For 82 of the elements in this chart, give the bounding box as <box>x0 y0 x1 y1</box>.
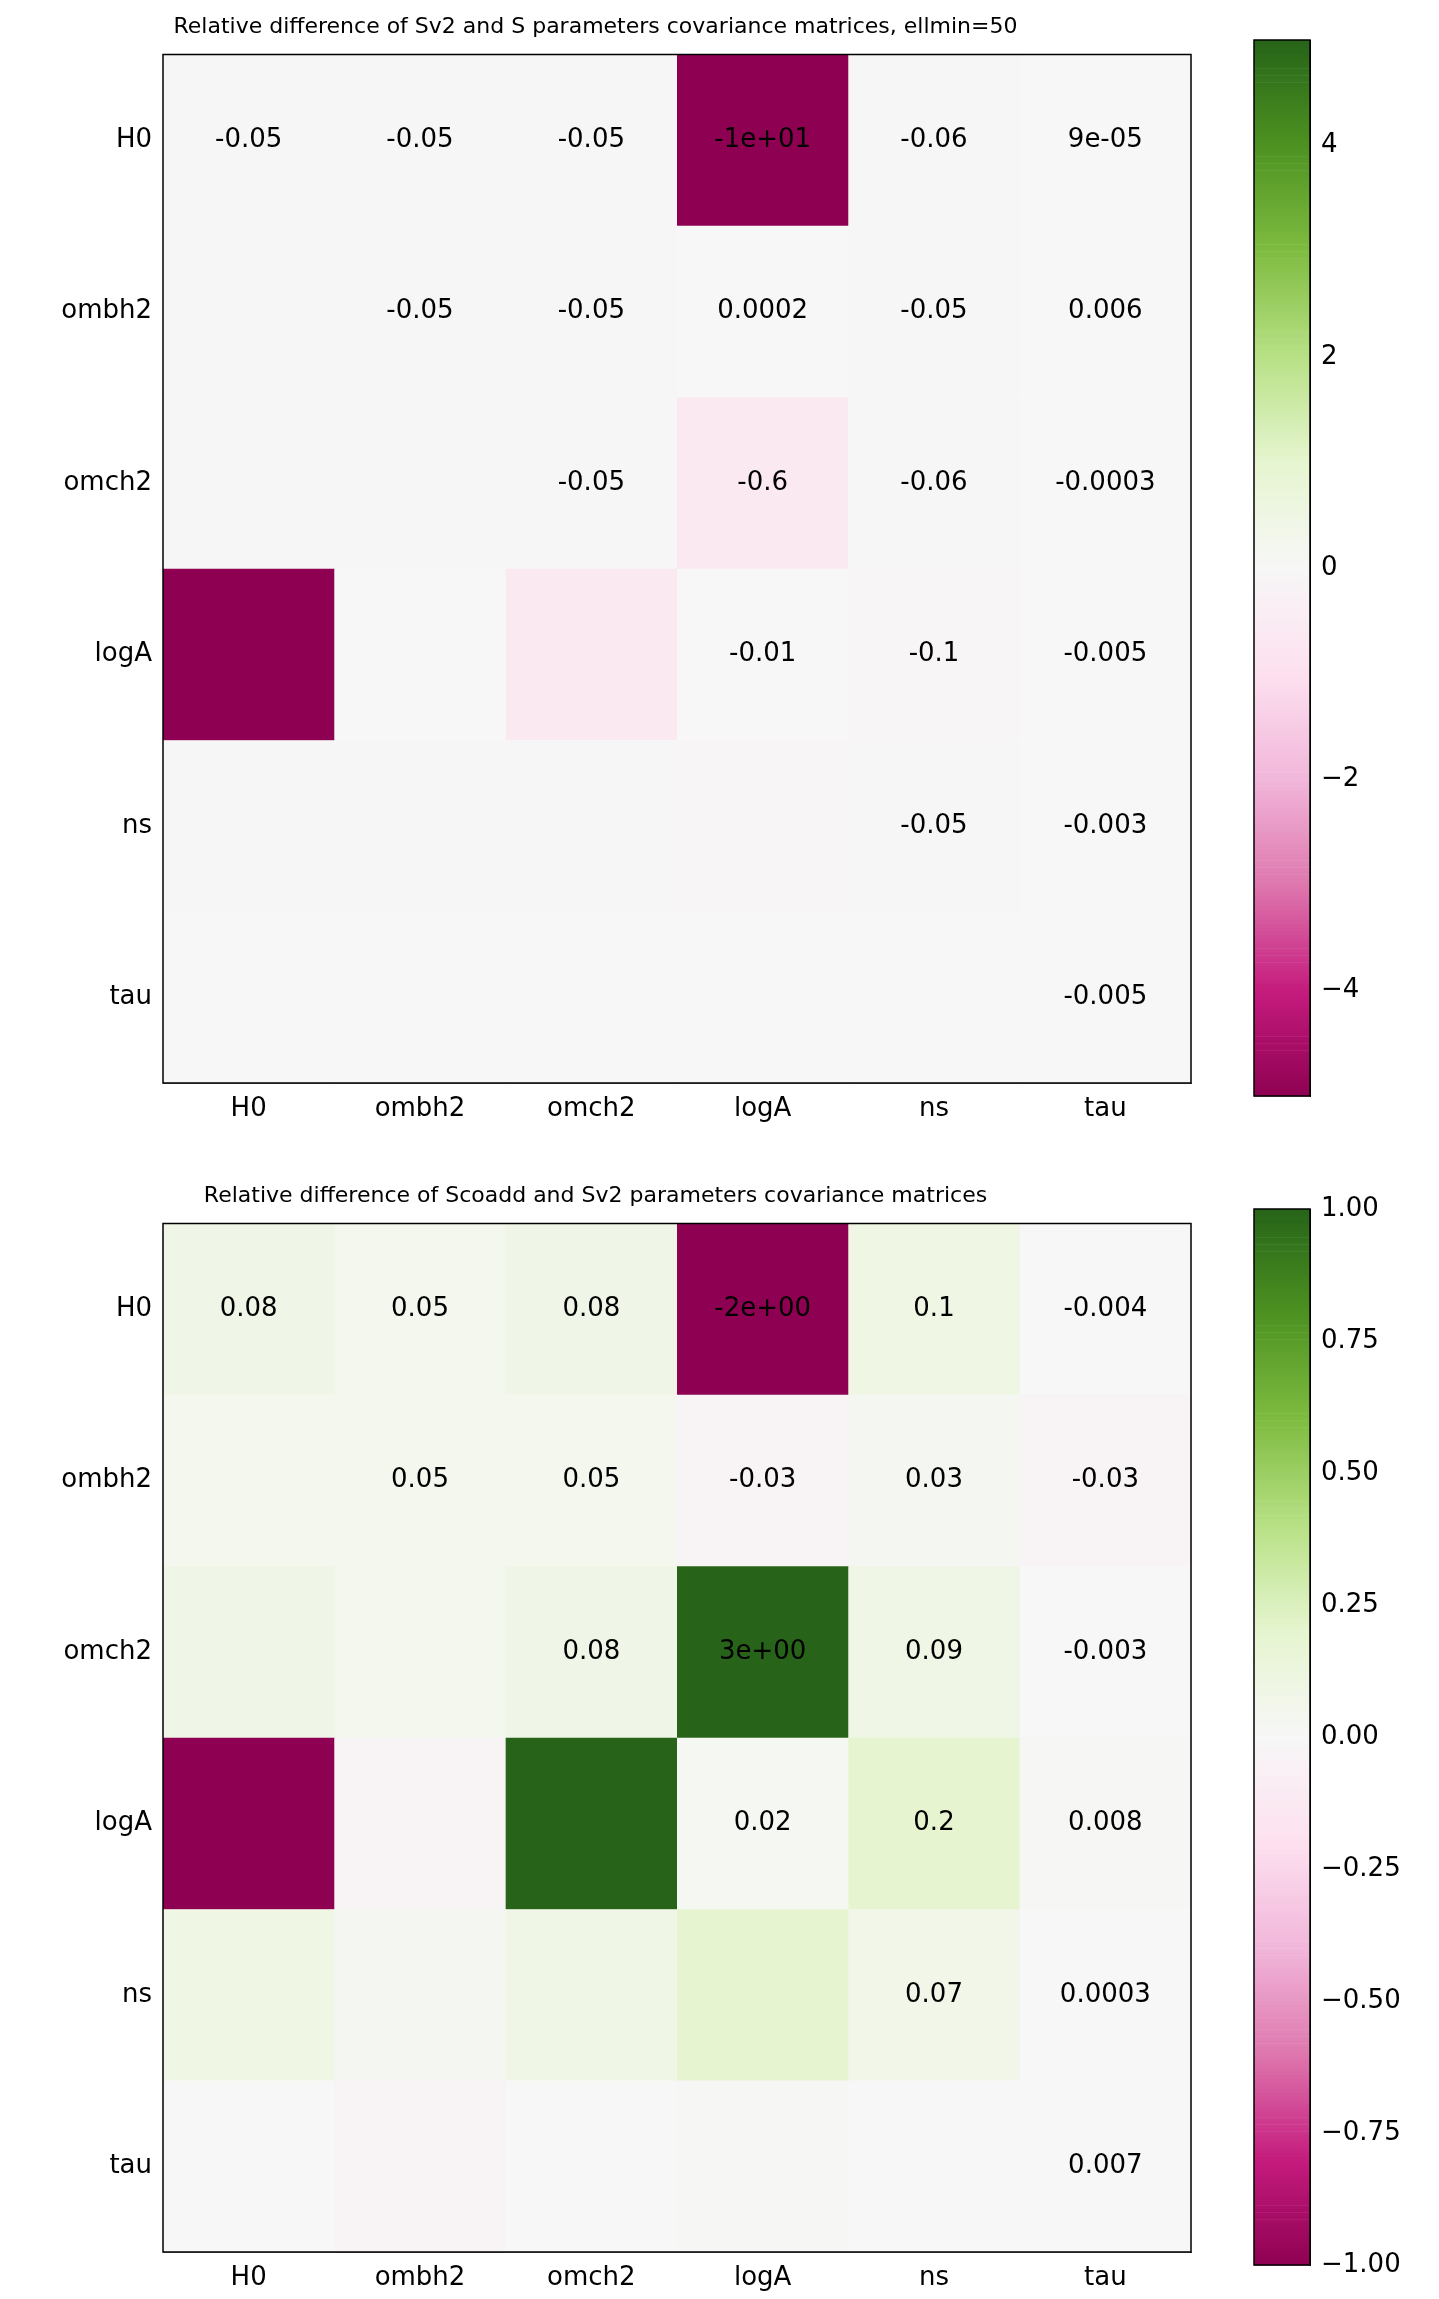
data-label: 0.0002 <box>717 294 809 325</box>
color-bar-label: 2 <box>1321 339 1338 370</box>
data-label: -0.05 <box>386 122 454 153</box>
data-label: 3e+00 <box>718 1634 807 1665</box>
y-tick-label: H0 <box>115 1291 152 1322</box>
data-label: -0.03 <box>729 1463 797 1494</box>
data-label: 0.02 <box>733 1806 792 1837</box>
y-tick-label: ns <box>121 808 152 839</box>
y-tick-label: H0 <box>115 122 152 153</box>
data-label: -0.06 <box>900 122 968 153</box>
data-label: 0.006 <box>1068 294 1143 325</box>
data-label: -1e+01 <box>714 122 812 153</box>
data-label: -0.6 <box>737 465 789 496</box>
data-label: -0.01 <box>729 637 797 668</box>
x-tick-label: omch2 <box>547 2261 636 2292</box>
color-bar-label: −4 <box>1321 973 1360 1004</box>
y-tick-label: tau <box>109 980 152 1011</box>
data-label: -0.005 <box>1063 637 1148 668</box>
color-bar-label: 4 <box>1321 128 1338 159</box>
y-tick-label: tau <box>109 2149 152 2180</box>
x-tick-label: H0 <box>230 2261 267 2292</box>
x-tick-label: ns <box>918 1092 950 1123</box>
data-label: 9e-05 <box>1067 122 1143 153</box>
data-label: -0.003 <box>1063 808 1148 839</box>
data-label: 0.0003 <box>1059 1977 1151 2008</box>
color-bar-label: −0.25 <box>1321 1851 1401 1882</box>
color-bar-label: 1.00 <box>1321 1191 1379 1222</box>
data-label: 0.2 <box>913 1806 955 1837</box>
data-label: -0.003 <box>1063 1634 1148 1665</box>
x-tick-label: ns <box>918 2261 950 2292</box>
x-tick-label: logA <box>733 2261 792 2292</box>
data-label: -0.05 <box>900 808 968 839</box>
x-tick-label: ombh2 <box>374 1092 466 1123</box>
chart-title: Relative difference of Sv2 and S parameters covariance matrices, ellmin=50 <box>173 12 1018 38</box>
y-tick-label: omch2 <box>63 465 152 496</box>
data-label: -0.05 <box>557 294 625 325</box>
data-label: 0.03 <box>905 1463 963 1494</box>
y-tick-label: ns <box>121 1977 152 2008</box>
data-label: -0.0003 <box>1055 465 1156 496</box>
color-bar-label: −0.50 <box>1321 1983 1401 2014</box>
y-tick-label: logA <box>94 1806 153 1837</box>
x-tick-label: H0 <box>230 1092 267 1123</box>
data-label: 0.007 <box>1068 2149 1143 2180</box>
color-bar-label: −0.75 <box>1321 2115 1401 2146</box>
color-bar-label: 0.25 <box>1321 1587 1379 1618</box>
data-label: -0.1 <box>908 637 960 668</box>
data-label: 0.05 <box>391 1291 449 1322</box>
data-label: 0.07 <box>905 1977 963 2008</box>
data-label: 0.09 <box>905 1634 963 1665</box>
data-label: -2e+00 <box>714 1291 812 1322</box>
data-label: -0.005 <box>1063 980 1148 1011</box>
color-bar-label: 0.00 <box>1321 1719 1379 1750</box>
data-label: 0.1 <box>913 1291 955 1322</box>
data-label: -0.004 <box>1063 1291 1148 1322</box>
color-bar-label: −1.00 <box>1321 2247 1401 2278</box>
x-tick-label: ombh2 <box>374 2261 466 2292</box>
x-tick-label: omch2 <box>547 1092 636 1123</box>
chart-title: Relative difference of Scoadd and Sv2 parameters covariance matrices <box>203 1181 988 1207</box>
y-tick-label: ombh2 <box>61 1463 152 1494</box>
data-label: -0.03 <box>1071 1463 1139 1494</box>
x-tick-label: tau <box>1084 2261 1127 2292</box>
color-bar-label: 0.50 <box>1321 1455 1379 1486</box>
data-label: -0.05 <box>557 122 625 153</box>
data-label: -0.06 <box>900 465 968 496</box>
data-label: -0.05 <box>900 294 968 325</box>
x-tick-label: tau <box>1084 1092 1127 1123</box>
data-label: -0.05 <box>215 122 283 153</box>
data-label: -0.05 <box>386 294 454 325</box>
color-bar-label: 0.75 <box>1321 1323 1379 1354</box>
y-tick-label: omch2 <box>63 1634 152 1665</box>
data-label: 0.08 <box>219 1291 278 1322</box>
data-label: 0.05 <box>391 1463 449 1494</box>
data-label: 0.08 <box>562 1634 621 1665</box>
color-bar-label: −2 <box>1321 761 1360 792</box>
data-label: 0.08 <box>562 1291 621 1322</box>
data-label: -0.05 <box>557 465 625 496</box>
x-tick-label: logA <box>733 1092 792 1123</box>
data-label: 0.008 <box>1068 1806 1143 1837</box>
color-bar-label: 0 <box>1321 550 1338 581</box>
y-tick-label: ombh2 <box>61 294 152 325</box>
data-label: 0.05 <box>562 1463 621 1494</box>
y-tick-label: logA <box>94 637 153 668</box>
